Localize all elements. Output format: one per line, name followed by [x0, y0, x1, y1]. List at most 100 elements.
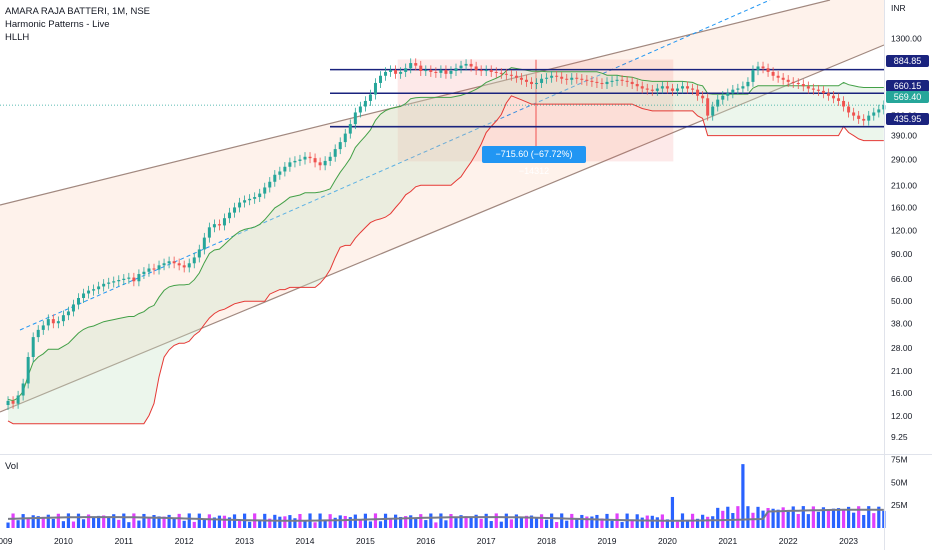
candle — [202, 232, 206, 255]
candle-body — [243, 200, 247, 203]
candle-body — [499, 72, 503, 74]
volume-bar — [504, 513, 508, 528]
candle — [192, 252, 196, 269]
candle-body — [197, 249, 201, 258]
candle-body — [268, 181, 272, 188]
volume-bar — [751, 512, 755, 528]
candle — [122, 274, 126, 285]
volume-bar — [303, 520, 307, 528]
candle — [524, 75, 528, 87]
candle-body — [71, 304, 75, 312]
candle — [741, 81, 745, 94]
x-tick-label: 2012 — [175, 536, 194, 546]
volume-bar — [142, 513, 146, 528]
candle — [87, 285, 91, 299]
volume-bar — [862, 514, 866, 528]
candle-body — [212, 224, 216, 228]
volume-bar — [816, 511, 820, 528]
candle-body — [343, 133, 347, 143]
volume-bar — [489, 521, 493, 528]
candle — [746, 77, 750, 92]
volume-bar — [11, 513, 15, 528]
candle-body — [610, 80, 614, 82]
candle — [409, 58, 413, 74]
volume-bar — [343, 515, 347, 528]
candle-body — [444, 70, 448, 74]
volume-bar — [439, 513, 443, 528]
x-tick-label: 2014 — [296, 536, 315, 546]
indicator-label-2[interactable]: HLLH — [5, 32, 30, 43]
candle-body — [66, 311, 70, 316]
volume-bar — [81, 519, 86, 528]
candle-body — [519, 77, 523, 80]
candle — [6, 396, 10, 411]
candle — [550, 71, 554, 83]
candle — [535, 78, 539, 90]
pane-divider[interactable] — [0, 454, 932, 455]
candle-body — [560, 76, 564, 79]
currency-label: INR — [891, 3, 906, 13]
candle — [167, 256, 171, 269]
candle-body — [172, 261, 176, 264]
candle — [298, 154, 302, 166]
candle-body — [801, 84, 805, 87]
volume-bar — [323, 519, 327, 528]
volume-bar — [26, 518, 30, 528]
candle-body — [122, 278, 126, 281]
symbol-title[interactable]: AMARA RAJA BATTERI, 1M, NSE — [5, 6, 150, 17]
candle — [630, 77, 634, 90]
volume-bar — [786, 511, 790, 528]
candle-body — [479, 70, 483, 72]
candle — [41, 320, 45, 335]
candle-body — [82, 293, 86, 298]
candle-body — [117, 280, 121, 282]
candle-body — [147, 268, 151, 272]
candle-body — [424, 70, 428, 72]
candle — [31, 332, 35, 362]
candle — [243, 195, 247, 208]
candle-body — [620, 79, 624, 81]
volume-bar — [157, 516, 161, 528]
volume-bar — [605, 513, 609, 528]
volume-bar — [399, 516, 403, 528]
volume-bar — [429, 513, 433, 528]
y-tick-label: 290.00 — [891, 155, 917, 165]
candle-body — [454, 68, 458, 71]
volume-bar — [791, 506, 795, 528]
candle — [253, 192, 257, 204]
candle — [811, 83, 815, 95]
candle-body — [872, 112, 876, 116]
candle — [681, 81, 684, 94]
candle-body — [384, 71, 388, 76]
candle — [373, 78, 377, 100]
candle-body — [706, 98, 710, 116]
candle-body — [605, 81, 609, 85]
volume-label[interactable]: Vol — [5, 461, 19, 472]
support-price-tag: 435.95 — [886, 113, 929, 125]
candle — [675, 83, 679, 96]
volume-bar — [454, 518, 458, 528]
candle — [459, 60, 463, 74]
volume-bar — [92, 517, 96, 528]
indicator-label[interactable]: Harmonic Patterns - Live — [5, 19, 110, 30]
candle-body — [253, 197, 257, 199]
candle — [565, 74, 569, 85]
candle — [464, 59, 468, 71]
volume-bar — [630, 519, 634, 528]
candle-body — [293, 160, 297, 163]
candle — [736, 83, 740, 95]
x-tick-label: 2018 — [537, 536, 556, 546]
candle-body — [238, 202, 242, 208]
candle-body — [318, 162, 322, 166]
candle — [238, 197, 242, 213]
candle-body — [273, 174, 277, 182]
candle — [82, 288, 86, 303]
candle — [278, 166, 282, 180]
volume-bar — [867, 506, 871, 528]
candle — [424, 65, 428, 76]
volume-bar — [841, 510, 846, 528]
candle-body — [781, 77, 785, 80]
candle — [821, 86, 825, 99]
volume-bar — [394, 514, 398, 528]
